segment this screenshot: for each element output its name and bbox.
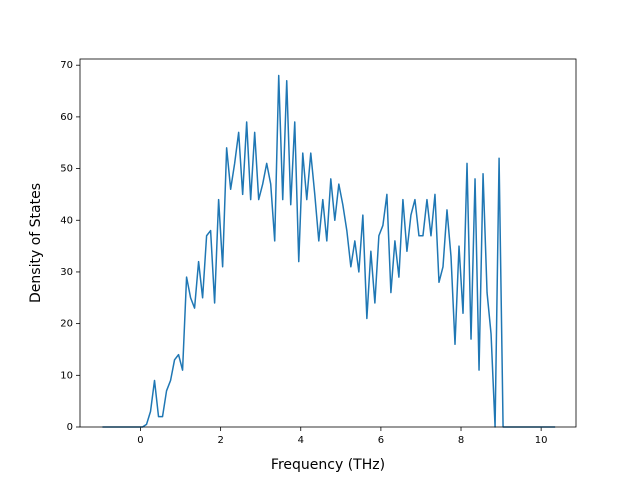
- y-tick-label: 30: [60, 267, 73, 278]
- y-axis-label: Density of States: [28, 183, 44, 303]
- data-line: [102, 74, 556, 428]
- x-tick-label: 6: [378, 435, 384, 446]
- plot-frame: [79, 58, 577, 428]
- x-tick-label: 2: [217, 435, 223, 446]
- x-tick-label: 4: [298, 435, 304, 446]
- y-tick-label: 20: [60, 319, 73, 330]
- y-tick-label: 10: [60, 370, 73, 381]
- x-tick-label: 8: [458, 435, 464, 446]
- y-tick-label: 40: [60, 215, 73, 226]
- x-tick-label: 10: [535, 435, 548, 446]
- y-tick-label: 60: [60, 112, 73, 123]
- x-axis-label: Frequency (THz): [271, 457, 385, 473]
- y-tick-label: 0: [67, 422, 73, 433]
- y-tick-label: 50: [60, 164, 73, 175]
- y-tick-label: 70: [60, 60, 73, 71]
- x-tick-label: 0: [137, 435, 143, 446]
